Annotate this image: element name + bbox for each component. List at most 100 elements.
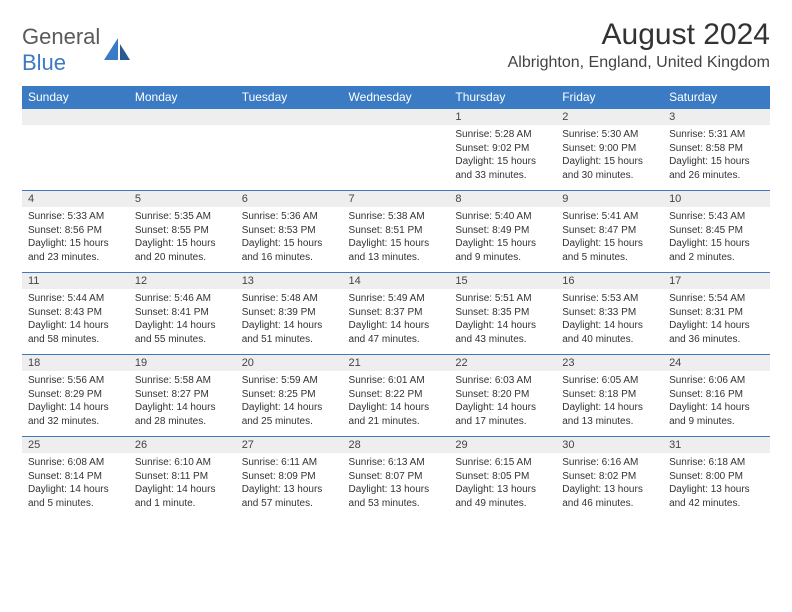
sunrise-line: Sunrise: 5:56 AM: [28, 374, 123, 388]
daylight-line: Daylight: 15 hours and 2 minutes.: [669, 237, 764, 264]
sunrise-line: Sunrise: 5:44 AM: [28, 292, 123, 306]
day-info-cell: Sunrise: 6:10 AMSunset: 8:11 PMDaylight:…: [129, 453, 236, 518]
daylight-line: Daylight: 14 hours and 25 minutes.: [242, 401, 337, 428]
day-info-cell: Sunrise: 5:53 AMSunset: 8:33 PMDaylight:…: [556, 289, 663, 355]
daylight-line: Daylight: 15 hours and 23 minutes.: [28, 237, 123, 264]
day-number-cell: 23: [556, 355, 663, 372]
day-number-cell: 8: [449, 191, 556, 208]
daylight-line: Daylight: 15 hours and 13 minutes.: [349, 237, 444, 264]
day-header: Saturday: [663, 86, 770, 109]
day-info-cell: Sunrise: 5:33 AMSunset: 8:56 PMDaylight:…: [22, 207, 129, 273]
day-number-cell: 26: [129, 437, 236, 454]
day-info-cell: [129, 125, 236, 191]
day-info-cell: Sunrise: 5:35 AMSunset: 8:55 PMDaylight:…: [129, 207, 236, 273]
day-number-cell: 1: [449, 109, 556, 126]
month-title: August 2024: [508, 18, 770, 52]
sunset-line: Sunset: 8:20 PM: [455, 388, 550, 402]
sunset-line: Sunset: 8:09 PM: [242, 470, 337, 484]
sunrise-line: Sunrise: 5:46 AM: [135, 292, 230, 306]
day-header: Friday: [556, 86, 663, 109]
sunrise-line: Sunrise: 6:03 AM: [455, 374, 550, 388]
sunset-line: Sunset: 8:29 PM: [28, 388, 123, 402]
daylight-line: Daylight: 14 hours and 55 minutes.: [135, 319, 230, 346]
day-info-cell: Sunrise: 6:15 AMSunset: 8:05 PMDaylight:…: [449, 453, 556, 518]
daylight-line: Daylight: 14 hours and 28 minutes.: [135, 401, 230, 428]
day-info-cell: Sunrise: 5:28 AMSunset: 9:02 PMDaylight:…: [449, 125, 556, 191]
day-info-cell: Sunrise: 6:16 AMSunset: 8:02 PMDaylight:…: [556, 453, 663, 518]
sunrise-line: Sunrise: 6:10 AM: [135, 456, 230, 470]
day-info-cell: Sunrise: 6:06 AMSunset: 8:16 PMDaylight:…: [663, 371, 770, 437]
day-info-cell: [236, 125, 343, 191]
day-number-cell: 11: [22, 273, 129, 290]
day-info-cell: Sunrise: 5:56 AMSunset: 8:29 PMDaylight:…: [22, 371, 129, 437]
sunrise-line: Sunrise: 5:33 AM: [28, 210, 123, 224]
day-number-cell: [236, 109, 343, 126]
day-number-cell: 28: [343, 437, 450, 454]
sunset-line: Sunset: 8:51 PM: [349, 224, 444, 238]
sunset-line: Sunset: 8:11 PM: [135, 470, 230, 484]
daylight-line: Daylight: 13 hours and 49 minutes.: [455, 483, 550, 510]
day-info-cell: Sunrise: 5:44 AMSunset: 8:43 PMDaylight:…: [22, 289, 129, 355]
day-number-cell: 18: [22, 355, 129, 372]
sunrise-line: Sunrise: 6:01 AM: [349, 374, 444, 388]
day-number-cell: 10: [663, 191, 770, 208]
sunrise-line: Sunrise: 5:35 AM: [135, 210, 230, 224]
sunset-line: Sunset: 8:56 PM: [28, 224, 123, 238]
day-number-cell: [343, 109, 450, 126]
sunrise-line: Sunrise: 6:08 AM: [28, 456, 123, 470]
daylight-line: Daylight: 14 hours and 13 minutes.: [562, 401, 657, 428]
day-info-cell: Sunrise: 6:08 AMSunset: 8:14 PMDaylight:…: [22, 453, 129, 518]
sunrise-line: Sunrise: 6:05 AM: [562, 374, 657, 388]
day-info-cell: Sunrise: 6:03 AMSunset: 8:20 PMDaylight:…: [449, 371, 556, 437]
daylight-line: Daylight: 14 hours and 51 minutes.: [242, 319, 337, 346]
daylight-line: Daylight: 15 hours and 20 minutes.: [135, 237, 230, 264]
day-info-cell: Sunrise: 6:13 AMSunset: 8:07 PMDaylight:…: [343, 453, 450, 518]
sunrise-line: Sunrise: 6:06 AM: [669, 374, 764, 388]
day-number-cell: 20: [236, 355, 343, 372]
logo-sail-icon: [104, 38, 130, 60]
day-number-cell: 2: [556, 109, 663, 126]
daylight-line: Daylight: 15 hours and 5 minutes.: [562, 237, 657, 264]
header: General Blue August 2024 Albrighton, Eng…: [22, 18, 770, 76]
sunset-line: Sunset: 8:45 PM: [669, 224, 764, 238]
day-info-cell: Sunrise: 5:49 AMSunset: 8:37 PMDaylight:…: [343, 289, 450, 355]
day-number-cell: 9: [556, 191, 663, 208]
sunrise-line: Sunrise: 5:28 AM: [455, 128, 550, 142]
day-info-cell: Sunrise: 5:30 AMSunset: 9:00 PMDaylight:…: [556, 125, 663, 191]
week-daynum-row: 11121314151617: [22, 273, 770, 290]
day-number-cell: [22, 109, 129, 126]
week-daynum-row: 18192021222324: [22, 355, 770, 372]
sunset-line: Sunset: 8:35 PM: [455, 306, 550, 320]
day-number-cell: [129, 109, 236, 126]
sunrise-line: Sunrise: 6:16 AM: [562, 456, 657, 470]
daylight-line: Daylight: 13 hours and 42 minutes.: [669, 483, 764, 510]
day-header: Monday: [129, 86, 236, 109]
day-number-cell: 12: [129, 273, 236, 290]
sunset-line: Sunset: 8:07 PM: [349, 470, 444, 484]
sunset-line: Sunset: 8:41 PM: [135, 306, 230, 320]
sunset-line: Sunset: 9:00 PM: [562, 142, 657, 156]
day-info-cell: Sunrise: 5:36 AMSunset: 8:53 PMDaylight:…: [236, 207, 343, 273]
daylight-line: Daylight: 15 hours and 33 minutes.: [455, 155, 550, 182]
day-info-cell: Sunrise: 5:40 AMSunset: 8:49 PMDaylight:…: [449, 207, 556, 273]
day-number-cell: 19: [129, 355, 236, 372]
daylight-line: Daylight: 13 hours and 57 minutes.: [242, 483, 337, 510]
daylight-line: Daylight: 14 hours and 36 minutes.: [669, 319, 764, 346]
daylight-line: Daylight: 14 hours and 43 minutes.: [455, 319, 550, 346]
day-number-cell: 21: [343, 355, 450, 372]
daylight-line: Daylight: 14 hours and 9 minutes.: [669, 401, 764, 428]
day-info-cell: Sunrise: 6:18 AMSunset: 8:00 PMDaylight:…: [663, 453, 770, 518]
sunset-line: Sunset: 8:25 PM: [242, 388, 337, 402]
logo-text-blue: Blue: [22, 50, 66, 75]
day-info-cell: Sunrise: 5:46 AMSunset: 8:41 PMDaylight:…: [129, 289, 236, 355]
sunset-line: Sunset: 8:16 PM: [669, 388, 764, 402]
sunset-line: Sunset: 8:05 PM: [455, 470, 550, 484]
sunset-line: Sunset: 8:00 PM: [669, 470, 764, 484]
day-info-cell: Sunrise: 5:41 AMSunset: 8:47 PMDaylight:…: [556, 207, 663, 273]
daylight-line: Daylight: 15 hours and 26 minutes.: [669, 155, 764, 182]
day-info-cell: [22, 125, 129, 191]
sunrise-line: Sunrise: 6:18 AM: [669, 456, 764, 470]
week-info-row: Sunrise: 5:56 AMSunset: 8:29 PM Daylight:…: [22, 371, 770, 437]
day-info-cell: Sunrise: 5:38 AMSunset: 8:51 PMDaylight:…: [343, 207, 450, 273]
sunset-line: Sunset: 8:02 PM: [562, 470, 657, 484]
